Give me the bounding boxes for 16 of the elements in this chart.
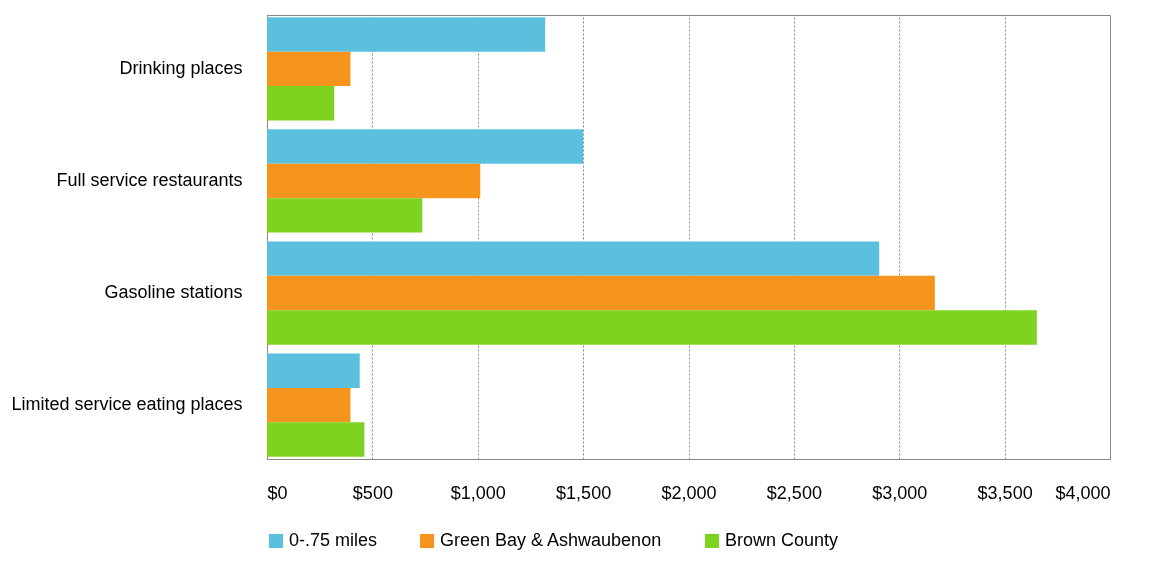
x-tick-label: $1,000 bbox=[450, 482, 506, 503]
x-tick-label: $3,500 bbox=[977, 482, 1033, 503]
x-tick-label: $2,000 bbox=[661, 482, 717, 503]
y-tick-label: Limited service eating places bbox=[11, 394, 243, 415]
legend-label: Green Bay & Ashwaubenon bbox=[440, 530, 662, 550]
y-tick-label: Drinking places bbox=[119, 57, 243, 78]
legend-label: 0-.75 miles bbox=[289, 530, 378, 550]
y-tick-label: Full service restaurants bbox=[56, 169, 243, 190]
x-tick-label: $3,000 bbox=[872, 482, 928, 503]
x-tick-label: $500 bbox=[352, 482, 393, 503]
x-tick-label: $0 bbox=[267, 482, 288, 503]
y-tick-label: Gasoline stations bbox=[104, 282, 243, 303]
x-tick-label: $1,500 bbox=[556, 482, 612, 503]
x-tick-label: $2,500 bbox=[766, 482, 822, 503]
x-tick-label: $4,000 bbox=[1055, 482, 1111, 503]
legend-label: Brown County bbox=[725, 530, 839, 550]
